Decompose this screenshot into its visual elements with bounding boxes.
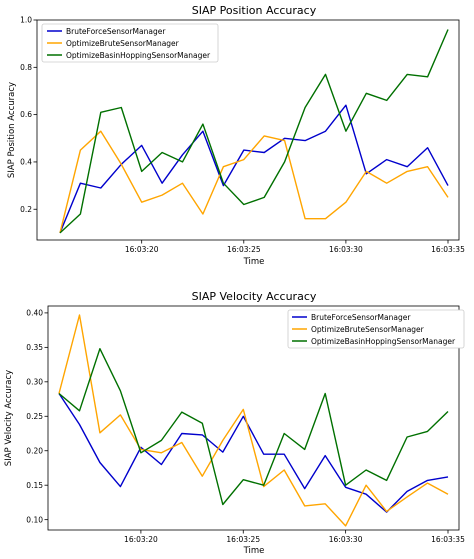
legend: BruteForceSensorManager OptimizeBruteSen… <box>287 309 465 349</box>
x-tick-label: 16:03:20 <box>124 535 158 544</box>
plot-frame <box>47 305 460 531</box>
y-tick-label: 0.8 <box>20 63 32 72</box>
x-tick-label: 16:03:20 <box>125 245 159 254</box>
series-line-optimizebrutesensormanager <box>59 130 449 234</box>
x-tick-label: 16:03:25 <box>227 245 261 254</box>
chart-title: SIAP Position Accuracy <box>192 4 317 17</box>
legend-label-basinhopping: OptimizeBasinHoppingSensorManager <box>311 337 456 346</box>
x-tick-label: 16:03:35 <box>431 245 465 254</box>
x-tick-label: 16:03:35 <box>431 535 465 544</box>
legend-box <box>287 309 465 349</box>
chart-title: SIAP Velocity Accuracy <box>192 290 317 303</box>
legend-label-optimizebrute: OptimizeBruteSensorManager <box>311 325 425 334</box>
velocity-accuracy-chart: SIAP Velocity Accuracy 16:03:20 16:03:25 1… <box>4 290 465 556</box>
x-tick-label: 16:03:25 <box>226 535 260 544</box>
series-line-optimizebrutesensormanager <box>58 314 449 527</box>
series-layer <box>59 29 449 234</box>
y-tick-label: 0.20 <box>26 446 43 455</box>
legend-label-bruteforce: BruteForceSensorManager <box>311 313 411 322</box>
legend-label-bruteforce: BruteForceSensorManager <box>66 27 166 36</box>
y-ticks: 0.10 0.15 0.20 0.25 0.30 0.35 0.40 <box>26 308 48 524</box>
y-tick-label: 1.0 <box>20 16 32 25</box>
x-axis-label: Time <box>243 257 265 267</box>
y-tick-label: 0.30 <box>26 377 43 386</box>
x-axis-label: Time <box>243 546 265 556</box>
legend-label-optimizebrute: OptimizeBruteSensorManager <box>66 39 180 48</box>
legend-box <box>41 23 219 63</box>
y-tick-label: 0.40 <box>26 308 43 317</box>
y-tick-label: 0.35 <box>26 343 43 352</box>
series-layer <box>58 314 449 527</box>
series-line-optimizebasinhoppingsensormanager <box>58 348 449 506</box>
plot-frame <box>36 19 460 241</box>
y-tick-label: 0.6 <box>20 110 32 119</box>
y-ticks: 0.2 0.4 0.6 0.8 1.0 <box>20 16 37 214</box>
x-ticks: 16:03:20 16:03:25 16:03:30 16:03:35 <box>125 240 465 254</box>
x-tick-label: 16:03:30 <box>329 535 363 544</box>
y-axis-label: SIAP Velocity Accuracy <box>4 370 14 466</box>
y-tick-label: 0.4 <box>20 158 32 167</box>
position-accuracy-chart: SIAP Position Accuracy 16:03:20 16:03:25 1… <box>7 4 465 267</box>
series-line-optimizebasinhoppingsensormanager <box>59 29 449 234</box>
y-axis-label: SIAP Position Accuracy <box>7 82 17 178</box>
series-line-bruteforcesensormanager <box>58 393 449 513</box>
y-tick-label: 0.2 <box>20 205 32 214</box>
legend: BruteForceSensorManager OptimizeBruteSen… <box>41 23 219 63</box>
y-tick-label: 0.10 <box>26 515 43 524</box>
x-ticks: 16:03:20 16:03:25 16:03:30 16:03:35 <box>124 530 465 544</box>
y-tick-label: 0.25 <box>26 412 43 421</box>
legend-label-basinhopping: OptimizeBasinHoppingSensorManager <box>66 51 211 60</box>
series-line-bruteforcesensormanager <box>59 104 449 234</box>
y-tick-label: 0.15 <box>26 481 43 490</box>
x-tick-label: 16:03:30 <box>329 245 363 254</box>
